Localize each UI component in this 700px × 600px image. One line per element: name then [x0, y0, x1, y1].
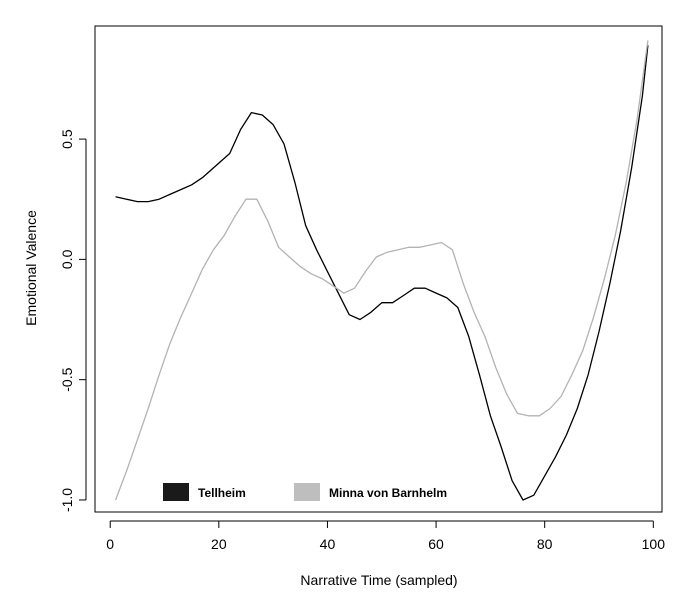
x-tick-label: 80 — [537, 536, 553, 552]
x-tick-label: 100 — [642, 536, 666, 552]
x-tick-label: 60 — [428, 536, 444, 552]
x-tick-label: 40 — [320, 536, 336, 552]
y-tick-label: 0.0 — [59, 249, 75, 269]
series-line-minna-von-barnhelm — [114, 40, 649, 501]
x-axis-label: Narrative Time (sampled) — [300, 572, 457, 588]
legend-swatch-tellheim — [163, 483, 189, 501]
x-tick-label: 0 — [106, 536, 114, 552]
legend: Tellheim Minna von Barnhelm — [163, 483, 447, 501]
plot-frame — [94, 25, 663, 513]
y-axis: -1.0 -0.5 0.0 0.5 — [59, 129, 87, 512]
series-layer — [114, 40, 649, 501]
series-line-tellheim — [115, 45, 649, 501]
x-axis: 0 20 40 60 80 100 — [106, 520, 666, 552]
y-tick-label: -1.0 — [59, 488, 75, 512]
legend-swatch-minna — [294, 483, 320, 501]
legend-label-tellheim: Tellheim — [198, 486, 246, 500]
y-axis-label: Emotional Valence — [23, 210, 39, 326]
x-tick-label: 20 — [211, 536, 227, 552]
legend-label-minna: Minna von Barnhelm — [329, 486, 447, 500]
y-tick-label: 0.5 — [59, 129, 75, 149]
y-tick-label: -0.5 — [59, 367, 75, 391]
